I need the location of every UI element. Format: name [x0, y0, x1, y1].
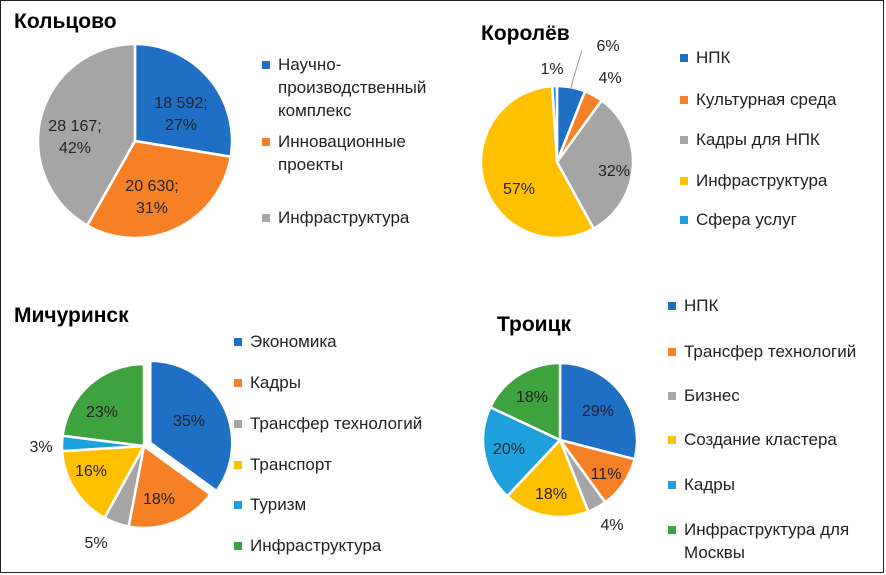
- legend-entry-1: Экономика: [250, 332, 337, 351]
- legend-entry-2: Трансфер технологий: [684, 342, 856, 361]
- legend-entry-5: Туризм: [250, 495, 306, 514]
- data-label-1: 29%: [582, 403, 614, 420]
- pie-slice-slice-3: [555, 98, 635, 231]
- legend-entry-3: Инфраструктура: [278, 208, 410, 227]
- pie-slice-slice-5: [481, 405, 563, 498]
- pie-slice-slice-3: [36, 42, 137, 228]
- data-label-5: 3%: [29, 439, 52, 456]
- legend-entry-1: НПК: [696, 48, 730, 67]
- legend-entry-2: Кадры: [250, 373, 301, 392]
- pie-slice-slice-1: [133, 42, 234, 159]
- legend-entry-6: Инфраструктура для Москвы: [684, 520, 849, 562]
- legend-marker: [680, 96, 688, 104]
- legend-marker: [262, 214, 270, 222]
- pie-slice-slice-2: [85, 139, 233, 240]
- legend-marker: [234, 338, 242, 346]
- data-label-5: 20%: [493, 441, 525, 458]
- data-label-3: 32%: [598, 163, 630, 180]
- pie-chart-4: Троицк: [481, 302, 676, 534]
- legend-marker: [234, 501, 242, 509]
- legend-marker: [680, 136, 688, 144]
- legend-entry-1: Научно-производственный комплекс: [278, 55, 426, 120]
- legend-entry-4: Создание кластера: [684, 430, 837, 449]
- legend-marker: [234, 542, 242, 550]
- pie-slice-slice-6: [61, 362, 146, 448]
- legend-entry-3: Бизнес: [684, 386, 740, 405]
- legend-entry-3: Трансфер технологий: [250, 414, 422, 433]
- pie-chart-3: Мичуринск: [14, 304, 242, 550]
- data-label-5: 1%: [540, 61, 563, 78]
- legend-entry-3: Кадры для НПК: [696, 130, 820, 149]
- data-label-1: 18 592; 27%: [154, 95, 207, 134]
- data-label-6: 18%: [516, 389, 548, 406]
- data-label-2: 20 630; 31%: [125, 178, 178, 217]
- pie-chart-1: Кольцово: [14, 10, 270, 240]
- data-label-3: 5%: [84, 535, 107, 552]
- chart-title: Троицк: [497, 313, 572, 336]
- legend-marker: [262, 138, 270, 146]
- pie-slice-slice-6: [488, 361, 562, 442]
- legend-marker: [668, 481, 676, 489]
- data-label-4: 18%: [535, 486, 567, 503]
- pie-slice-slice-2: [127, 443, 213, 530]
- data-label-3: 4%: [600, 517, 623, 534]
- legend-marker: [234, 379, 242, 387]
- data-label-6: 23%: [86, 404, 118, 421]
- legend-entry-4: Инфраструктура: [696, 171, 828, 190]
- data-label-2: 4%: [598, 70, 621, 87]
- pie-slice-slice-4: [505, 437, 590, 519]
- legend-marker: [668, 526, 676, 534]
- legend-marker: [234, 461, 242, 469]
- pie-chart-2: Королёв: [479, 22, 688, 240]
- legend-entry-2: Инновационные проекты: [278, 132, 406, 174]
- legend-marker: [262, 61, 270, 69]
- data-label-1: 35%: [173, 413, 205, 430]
- legend-marker: [668, 302, 676, 310]
- chart-title: Кольцово: [14, 10, 117, 33]
- pie-slice-slice-1: [148, 359, 234, 493]
- legend-marker: [234, 420, 242, 428]
- legend-marker: [680, 216, 688, 224]
- legend-entry-5: Кадры: [684, 475, 735, 494]
- legend-entry-1: НПК: [684, 296, 718, 315]
- legend-marker: [668, 436, 676, 444]
- pie-slice-slice-1: [558, 361, 639, 461]
- data-label-4: 57%: [503, 181, 535, 198]
- label-leader-line: [570, 49, 583, 89]
- pie-slice-slice-4: [479, 84, 596, 240]
- pie-slice-slice-4: [60, 444, 147, 520]
- legend-entry-5: Сфера услуг: [696, 210, 797, 229]
- legend-marker: [680, 177, 688, 185]
- data-label-2: 11%: [591, 466, 622, 483]
- legend-entry-4: Транспорт: [250, 455, 332, 474]
- legend-marker: [668, 348, 676, 356]
- pie-slice-slice-5: [550, 84, 559, 163]
- data-label-1: 6%: [596, 38, 619, 55]
- data-label-4: 16%: [75, 463, 107, 480]
- data-label-2: 18%: [143, 491, 175, 508]
- legend-marker: [680, 54, 688, 62]
- legend-marker: [668, 392, 676, 400]
- chart-title: Королёв: [481, 22, 570, 45]
- chart-title: Мичуринск: [14, 304, 129, 327]
- data-label-3: 28 167; 42%: [48, 118, 101, 157]
- legend-entry-6: Инфраструктура: [250, 536, 382, 555]
- legend-entry-2: Культурная среда: [696, 90, 837, 109]
